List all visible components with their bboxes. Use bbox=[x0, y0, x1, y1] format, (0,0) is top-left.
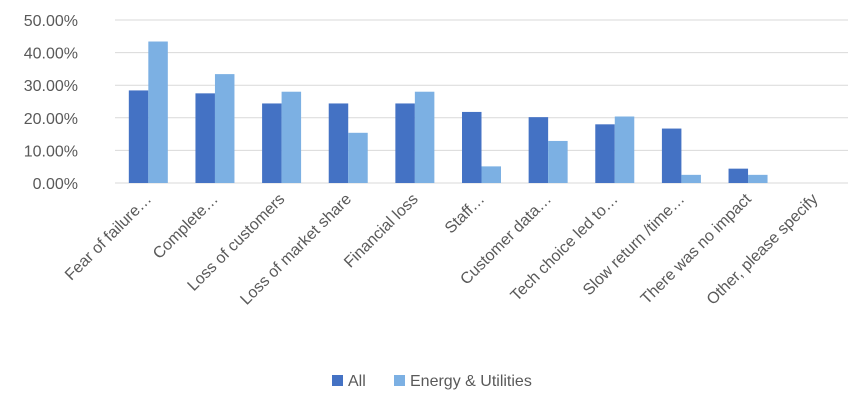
legend-label-all: All bbox=[348, 373, 366, 390]
y-tick-label: 20.00% bbox=[24, 111, 78, 128]
bar-all bbox=[462, 111, 482, 183]
legend-swatch-energy-utilities bbox=[394, 375, 405, 386]
bar-all bbox=[528, 117, 549, 183]
bar-all bbox=[395, 103, 415, 183]
bar-all bbox=[195, 93, 215, 183]
legend-label-energy-utilities: Energy & Utilities bbox=[410, 373, 532, 390]
bar-energy-utilities bbox=[614, 116, 635, 183]
legend-swatch-all bbox=[332, 375, 343, 386]
bar-energy-utilities bbox=[481, 166, 501, 183]
bar-energy-utilities bbox=[281, 91, 302, 183]
bar-energy-utilities bbox=[681, 174, 701, 183]
x-category-label: Complete… bbox=[150, 191, 222, 263]
bar-energy-utilities bbox=[414, 91, 435, 183]
bar-all bbox=[262, 103, 282, 183]
x-category-label: There was no impact bbox=[638, 190, 755, 307]
bar-all bbox=[728, 168, 749, 183]
y-tick-label: 50.00% bbox=[24, 13, 78, 30]
x-category-label: Other, please specify bbox=[704, 191, 822, 309]
y-tick-label: 30.00% bbox=[24, 78, 78, 95]
legend: All Energy & Utilities bbox=[332, 373, 532, 390]
bar-all bbox=[128, 90, 149, 183]
bar-energy-utilities bbox=[348, 132, 368, 183]
bar-all bbox=[661, 128, 682, 183]
y-axis-tick-labels: 0.00% 10.00% 20.00% 30.00% 40.00% 50.00% bbox=[24, 13, 78, 193]
x-category-label: Loss of market share bbox=[237, 191, 355, 309]
bar-all bbox=[328, 103, 349, 183]
x-category-label: Fear of failure… bbox=[62, 191, 155, 284]
y-tick-label: 10.00% bbox=[24, 143, 78, 160]
x-category-label: Staff… bbox=[442, 191, 488, 237]
bar-energy-utilities bbox=[148, 41, 168, 184]
bar-energy-utilities bbox=[214, 74, 235, 183]
bar-all bbox=[595, 124, 615, 183]
bar-energy-utilities bbox=[548, 140, 568, 183]
bar-energy-utilities bbox=[748, 174, 768, 183]
x-axis-category-labels: Fear of failure…Complete…Loss of custome… bbox=[62, 190, 822, 308]
y-tick-label: 0.00% bbox=[33, 176, 78, 193]
y-tick-label: 40.00% bbox=[24, 46, 78, 63]
bars bbox=[128, 41, 768, 184]
